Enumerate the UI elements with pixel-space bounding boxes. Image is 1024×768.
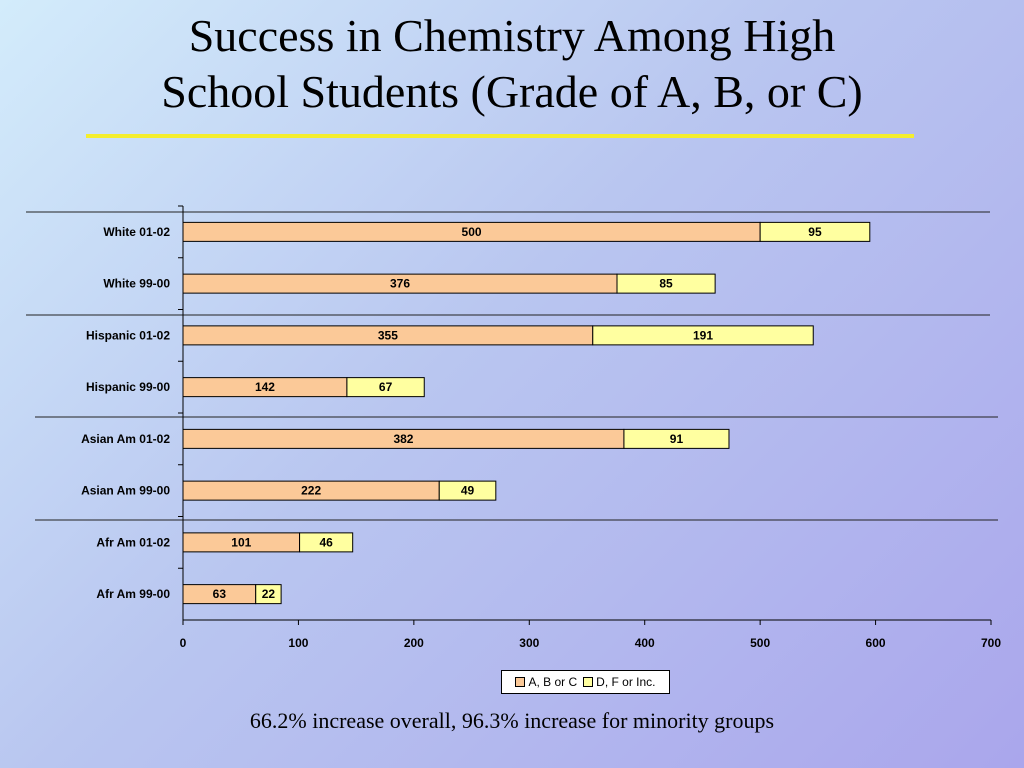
chart-legend: A, B or C D, F or Inc.	[501, 670, 670, 694]
data-label: 85	[659, 277, 673, 291]
data-label: 142	[255, 380, 275, 394]
category-label: Asian Am 99-00	[81, 484, 170, 498]
bar-segment-dfinc	[759, 221, 871, 242]
data-label: 49	[461, 484, 475, 498]
title-line-2: School Students (Grade of A, B, or C)	[161, 66, 863, 117]
bar-segment-dfinc	[346, 377, 425, 398]
title-underline	[86, 134, 914, 138]
bar-segment-dfinc	[438, 480, 497, 501]
x-tick-label: 200	[404, 636, 424, 650]
x-tick-label: 300	[519, 636, 539, 650]
category-label: Hispanic 99-00	[86, 380, 170, 394]
x-tick-label: 0	[180, 636, 187, 650]
bar-segment-dfinc	[616, 273, 716, 294]
x-tick-label: 700	[981, 636, 1001, 650]
category-label: Afr Am 01-02	[96, 535, 170, 549]
data-label: 101	[231, 535, 251, 549]
data-label: 22	[262, 587, 276, 601]
legend-label-abc: A, B or C	[528, 675, 578, 689]
legend-swatch-abc	[515, 677, 526, 687]
data-label: 91	[670, 432, 684, 446]
title-line-1: Success in Chemistry Among High	[188, 10, 836, 61]
category-label: Afr Am 99-00	[96, 587, 170, 601]
data-label: 63	[213, 587, 227, 601]
legend-swatch-dfinc	[583, 677, 594, 687]
data-label: 382	[393, 432, 413, 446]
category-label: White 99-00	[103, 277, 170, 291]
bar-segment-dfinc	[623, 428, 730, 449]
data-label: 355	[378, 328, 398, 342]
bar-segment-dfinc	[299, 532, 354, 553]
slide-title: Success in Chemistry Among High School S…	[0, 8, 1024, 120]
x-tick-label: 500	[750, 636, 770, 650]
legend-label-dfinc: D, F or Inc.	[596, 675, 656, 689]
legend-item-abc: A, B or C	[515, 675, 577, 689]
data-label: 46	[319, 535, 333, 549]
bar-segment-dfinc	[255, 584, 282, 605]
x-tick-label: 100	[288, 636, 308, 650]
data-label: 376	[390, 277, 410, 291]
legend-item-dfinc: D, F or Inc.	[583, 675, 656, 689]
category-label: Asian Am 01-02	[81, 432, 170, 446]
data-label: 191	[693, 328, 713, 342]
data-label: 67	[379, 380, 393, 394]
x-tick-label: 400	[635, 636, 655, 650]
data-label: 500	[462, 225, 482, 239]
category-label: Hispanic 01-02	[86, 328, 170, 342]
x-tick-label: 600	[866, 636, 886, 650]
category-label: White 01-02	[103, 225, 170, 239]
data-label: 222	[301, 484, 321, 498]
data-label: 95	[808, 225, 822, 239]
footer-note: 66.2% increase overall, 96.3% increase f…	[249, 708, 775, 733]
bar-segment-dfinc	[592, 325, 814, 346]
